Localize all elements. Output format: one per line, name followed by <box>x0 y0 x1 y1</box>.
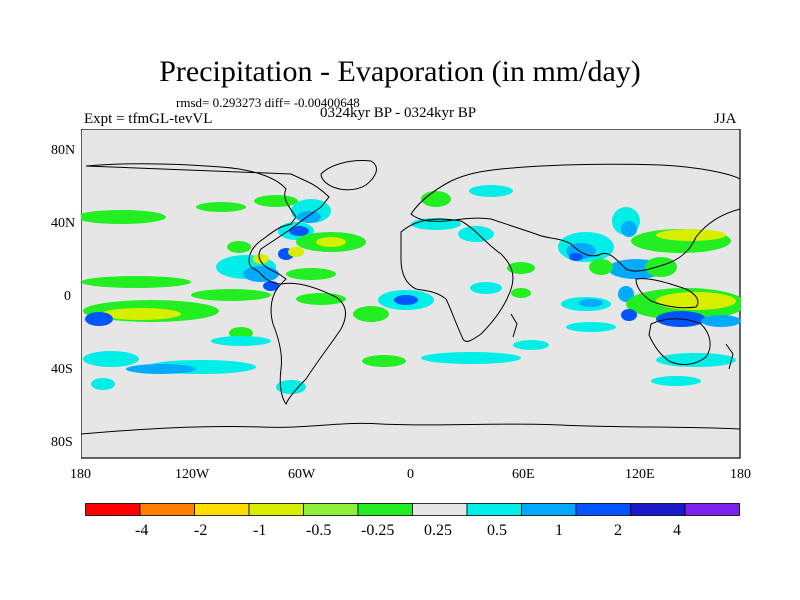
colorbar-label: 0.5 <box>487 522 507 539</box>
anomaly-patch <box>91 378 115 390</box>
anomaly-patch <box>513 340 549 350</box>
anomaly-patch <box>656 292 736 310</box>
madagascar-coastline <box>510 313 518 338</box>
anomaly-patch <box>656 229 726 241</box>
anomaly-patch <box>289 226 309 236</box>
coastlines <box>81 160 741 435</box>
anomaly-fields <box>81 185 741 394</box>
anomaly-patch <box>81 276 191 288</box>
colorbar-box <box>357 503 413 516</box>
anomaly-patch <box>511 288 531 298</box>
season-label: JJA <box>714 111 737 127</box>
new-zealand-coastline <box>725 343 734 370</box>
anomaly-patch <box>227 241 251 253</box>
anomaly-patch <box>469 185 513 197</box>
colorbar-label: -1 <box>253 522 267 539</box>
anomaly-patch <box>211 336 271 346</box>
africa-coastline <box>400 218 514 342</box>
colorbar-label: 0.25 <box>424 522 452 539</box>
lon-label-60e: 60E <box>512 467 535 482</box>
anomaly-patch <box>85 312 113 326</box>
period-label: 0324kyr BP - 0324kyr BP <box>320 105 477 121</box>
anomaly-patch <box>701 315 741 327</box>
colorbar-label: 1 <box>555 522 563 539</box>
colorbar-label: 4 <box>673 522 681 539</box>
map-panel <box>81 129 741 459</box>
colorbar-label: -2 <box>194 522 208 539</box>
colorbar-box <box>303 503 359 516</box>
colorbar-label: -0.25 <box>361 522 395 539</box>
lon-label-120w: 120W <box>175 467 210 482</box>
anomaly-patch <box>621 221 637 237</box>
anomaly-patch <box>83 351 139 367</box>
anomaly-patch <box>254 195 298 207</box>
colorbar-box <box>412 503 468 516</box>
anomaly-patch <box>618 286 634 302</box>
lon-label-180e: 180 <box>730 467 751 482</box>
antarctica-coastline <box>81 422 741 435</box>
lon-label-60w: 60W <box>288 467 316 482</box>
anomaly-patch <box>566 322 616 332</box>
lon-label-180w: 180 <box>70 467 91 482</box>
experiment-label: Expt = tfmGL-tevVL <box>84 111 213 127</box>
anomaly-patch <box>589 259 613 275</box>
anomaly-patch <box>470 282 502 294</box>
colorbar-label: -4 <box>135 522 149 539</box>
stats-text: rmsd= 0.293273 diff= -0.00400648 <box>176 95 360 110</box>
colorbar-box <box>466 503 522 516</box>
anomaly-patch <box>316 237 346 247</box>
anomaly-patch <box>253 254 269 264</box>
anomaly-patch <box>569 253 583 261</box>
colorbar-box <box>248 503 304 516</box>
anomaly-patch <box>651 376 701 386</box>
colorbar-label: 2 <box>614 522 622 539</box>
colorbar-box <box>575 503 631 516</box>
colorbar-box <box>194 503 250 516</box>
anomaly-patch <box>394 295 418 305</box>
lat-label-40s: 40S <box>51 362 73 377</box>
colorbar-label: -0.5 <box>306 522 332 539</box>
south-america-coastline <box>270 282 347 406</box>
eurasia-coastline <box>410 163 741 272</box>
anomaly-patch <box>196 202 246 212</box>
lat-label-80n: 80N <box>51 143 76 158</box>
anomaly-patch <box>579 299 603 307</box>
anomaly-patch <box>276 380 306 394</box>
anomaly-patch <box>286 268 336 280</box>
colorbar-box <box>85 503 141 516</box>
anomaly-patch <box>507 262 535 274</box>
anomaly-patch <box>81 210 166 224</box>
anomaly-patch <box>126 364 196 374</box>
maritime-continent-coastline <box>635 278 699 309</box>
anomaly-patch <box>288 247 304 257</box>
colorbar-box <box>684 503 740 516</box>
anomaly-patch <box>645 257 677 277</box>
lat-label-0: 0 <box>64 289 71 304</box>
anomaly-patch <box>421 352 521 364</box>
anomaly-patch <box>362 355 406 367</box>
anomaly-patch <box>229 327 253 339</box>
anomaly-patch <box>458 226 494 242</box>
greenland-coastline <box>320 160 377 191</box>
anomaly-patch <box>101 308 181 320</box>
colorbar <box>85 503 740 516</box>
australia-coastline <box>648 318 711 365</box>
colorbar-box <box>139 503 195 516</box>
lat-label-40n: 40N <box>51 216 76 231</box>
colorbar-box <box>521 503 577 516</box>
lat-label-80s: 80S <box>51 435 73 450</box>
plot-title: Precipitation - Evaporation (in mm/day) <box>159 55 641 88</box>
anomaly-patch <box>191 289 271 301</box>
lon-label-120e: 120E <box>625 467 655 482</box>
colorbar-box <box>630 503 686 516</box>
north-america-coastline <box>85 163 330 285</box>
lon-label-0: 0 <box>407 467 414 482</box>
anomaly-patch <box>421 191 451 207</box>
anomaly-patch <box>621 309 637 321</box>
anomaly-patch <box>353 306 389 322</box>
